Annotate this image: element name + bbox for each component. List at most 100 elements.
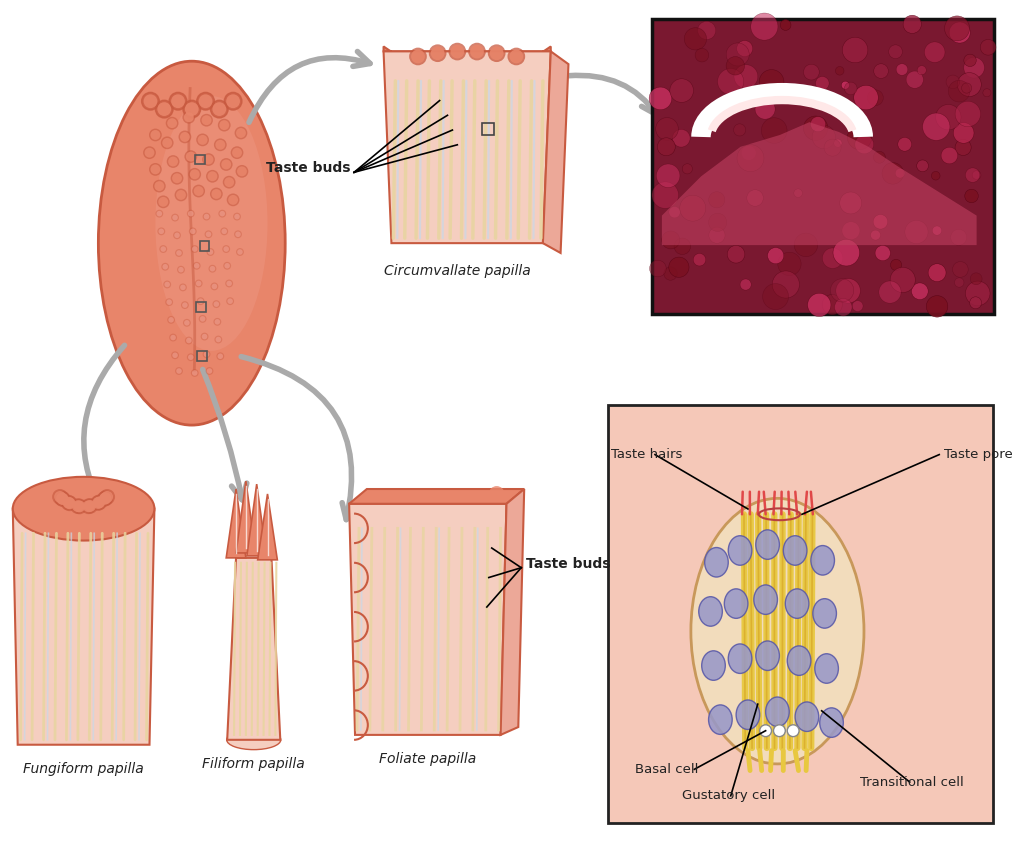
Bar	[200, 241, 210, 251]
Circle shape	[157, 211, 162, 216]
Circle shape	[895, 169, 905, 178]
Circle shape	[772, 271, 800, 298]
Circle shape	[669, 207, 680, 218]
Circle shape	[176, 251, 181, 256]
Circle shape	[759, 70, 784, 95]
Circle shape	[488, 486, 505, 502]
Circle shape	[726, 43, 750, 66]
Circle shape	[928, 263, 946, 282]
Polygon shape	[662, 122, 977, 245]
Circle shape	[153, 180, 166, 193]
Circle shape	[182, 111, 196, 124]
Circle shape	[836, 66, 844, 75]
Circle shape	[804, 116, 827, 140]
Circle shape	[199, 95, 212, 108]
Circle shape	[167, 118, 177, 128]
Circle shape	[158, 227, 165, 235]
Circle shape	[804, 65, 819, 80]
Circle shape	[214, 139, 226, 152]
Circle shape	[733, 124, 745, 136]
Circle shape	[983, 89, 991, 96]
Ellipse shape	[728, 644, 752, 673]
Ellipse shape	[701, 651, 725, 680]
Circle shape	[855, 135, 873, 154]
Circle shape	[741, 146, 756, 160]
Circle shape	[211, 282, 218, 290]
Circle shape	[194, 263, 200, 269]
Circle shape	[822, 248, 843, 269]
Circle shape	[199, 315, 207, 323]
Circle shape	[186, 338, 191, 344]
Circle shape	[216, 352, 224, 360]
Text: Fungiform papilla: Fungiform papilla	[24, 762, 144, 777]
Circle shape	[905, 220, 928, 244]
Circle shape	[99, 492, 111, 505]
Ellipse shape	[226, 730, 281, 750]
Circle shape	[234, 127, 248, 139]
Polygon shape	[384, 52, 551, 243]
Circle shape	[223, 262, 231, 269]
Circle shape	[175, 249, 183, 257]
Circle shape	[843, 37, 868, 63]
Circle shape	[670, 79, 693, 102]
Circle shape	[891, 259, 902, 270]
Circle shape	[431, 46, 444, 60]
Circle shape	[191, 370, 198, 375]
Circle shape	[889, 45, 902, 59]
Ellipse shape	[691, 499, 864, 764]
Circle shape	[143, 95, 158, 108]
Circle shape	[932, 226, 942, 235]
Text: Foliate papilla: Foliate papilla	[379, 753, 476, 766]
Circle shape	[224, 177, 234, 187]
Circle shape	[157, 195, 170, 208]
Circle shape	[237, 166, 247, 177]
Circle shape	[223, 176, 236, 189]
Circle shape	[234, 231, 242, 238]
Circle shape	[202, 153, 215, 166]
Circle shape	[662, 231, 680, 249]
Circle shape	[197, 297, 205, 305]
Circle shape	[213, 318, 221, 325]
Circle shape	[155, 181, 164, 191]
Circle shape	[510, 50, 523, 64]
Circle shape	[172, 173, 182, 183]
Circle shape	[768, 247, 783, 263]
Circle shape	[197, 92, 214, 110]
Circle shape	[808, 294, 830, 317]
Circle shape	[52, 489, 68, 505]
Circle shape	[206, 232, 211, 237]
Circle shape	[787, 725, 799, 737]
Circle shape	[97, 491, 113, 506]
Circle shape	[751, 13, 778, 40]
Circle shape	[812, 126, 836, 149]
Bar	[608, 406, 993, 823]
Circle shape	[193, 184, 205, 197]
Circle shape	[834, 139, 842, 147]
Circle shape	[896, 64, 908, 76]
Circle shape	[217, 354, 223, 359]
Circle shape	[173, 232, 181, 239]
Circle shape	[201, 332, 209, 340]
Circle shape	[949, 22, 971, 43]
Circle shape	[188, 355, 194, 360]
Circle shape	[163, 281, 171, 288]
Circle shape	[183, 319, 190, 326]
Circle shape	[838, 113, 847, 121]
Circle shape	[736, 40, 753, 57]
Text: Taste hairs: Taste hairs	[610, 448, 682, 461]
Circle shape	[90, 495, 106, 511]
Circle shape	[972, 170, 981, 179]
Circle shape	[167, 155, 179, 168]
Circle shape	[215, 139, 225, 150]
Circle shape	[182, 302, 187, 308]
Circle shape	[238, 249, 243, 255]
Circle shape	[176, 369, 181, 374]
Text: Gustatory cell: Gustatory cell	[682, 790, 775, 802]
Circle shape	[81, 499, 96, 514]
Circle shape	[188, 168, 201, 181]
Circle shape	[63, 498, 76, 509]
Circle shape	[697, 22, 716, 40]
Ellipse shape	[785, 589, 809, 618]
Circle shape	[918, 65, 927, 75]
Circle shape	[726, 57, 744, 75]
